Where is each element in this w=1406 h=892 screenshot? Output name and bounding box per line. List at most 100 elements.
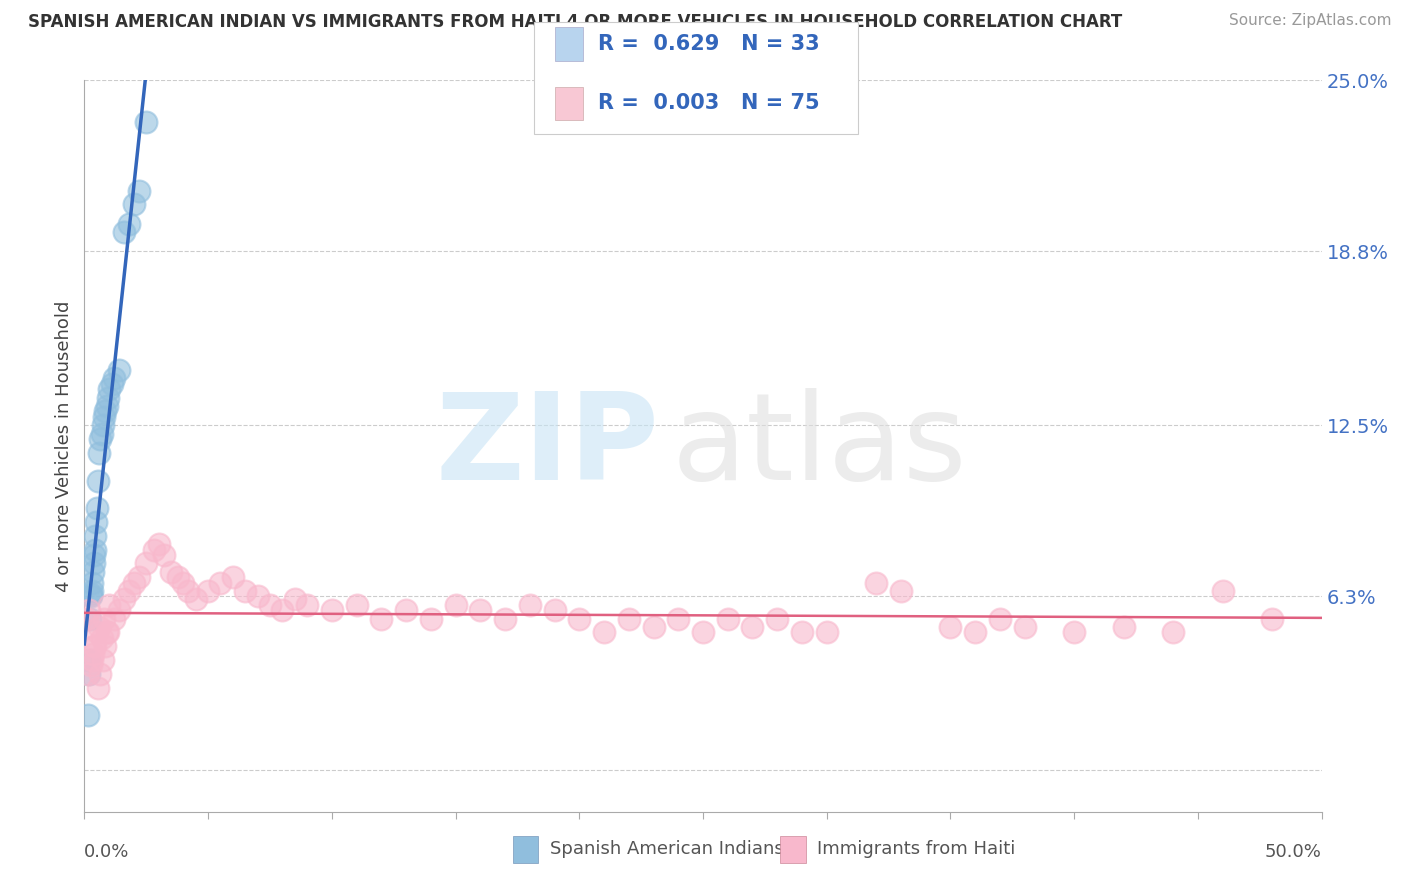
Point [94,404,117,418]
Point [79,653,101,667]
Point [1261,611,1284,625]
Point [184,592,207,607]
Point [370,611,392,625]
Point [112,225,135,239]
Point [494,611,516,625]
Point [103,371,125,385]
Point [82,575,104,590]
Point [98,598,121,612]
Point [79,590,101,604]
Point [815,625,838,640]
Point [160,565,183,579]
Point [142,542,165,557]
Point [766,611,789,625]
Point [82,648,104,662]
Point [96,625,118,640]
Point [90,426,112,441]
Point [77,666,100,681]
Text: ZIP: ZIP [436,387,659,505]
Point [90,631,112,645]
Point [97,391,120,405]
Point [419,611,441,625]
Point [122,575,145,590]
Point [167,570,190,584]
Point [470,603,492,617]
Point [939,620,962,634]
Point [321,603,343,617]
Point [617,611,640,625]
Point [89,666,111,681]
Point [135,114,157,128]
Point [86,625,108,640]
Point [1014,620,1036,634]
Point [246,590,269,604]
Point [96,399,118,413]
Point [79,658,101,673]
Point [83,639,105,653]
Point [593,625,616,640]
Point [80,583,103,598]
Point [89,620,111,634]
Point [209,575,232,590]
Point [152,548,174,562]
Point [519,598,541,612]
Point [988,611,1011,625]
Point [135,557,157,571]
Point [666,611,689,625]
Point [259,598,281,612]
Point [741,620,763,634]
Point [76,611,98,625]
Point [128,184,150,198]
Point [84,529,107,543]
Point [197,583,219,598]
Point [284,592,307,607]
Point [295,598,318,612]
Point [118,583,141,598]
Point [271,603,294,617]
Text: 50.0%: 50.0% [1265,843,1322,861]
Point [80,653,103,667]
Point [87,681,110,695]
Point [122,197,145,211]
Point [890,583,912,598]
Point [98,383,121,397]
Point [1161,625,1184,640]
Point [80,587,103,601]
Point [93,611,115,625]
Point [83,542,105,557]
Point [346,598,368,612]
Point [97,625,120,640]
Point [82,565,104,579]
Point [86,501,108,516]
Point [89,446,111,460]
Point [83,548,105,562]
Point [84,639,107,653]
Point [84,515,107,529]
Point [77,708,100,723]
Point [83,557,105,571]
Point [790,625,813,640]
Point [444,598,467,612]
Point [79,603,101,617]
Point [103,611,125,625]
Point [91,653,114,667]
Point [568,611,591,625]
Point [692,625,714,640]
Point [108,363,131,377]
Point [965,625,987,640]
Point [148,537,170,551]
Point [108,603,131,617]
Point [128,570,150,584]
Point [177,583,200,598]
Point [643,620,665,634]
Point [93,410,115,425]
Point [865,575,887,590]
Point [89,432,111,446]
Point [543,603,565,617]
Point [222,570,245,584]
Text: Source: ZipAtlas.com: Source: ZipAtlas.com [1229,13,1392,29]
Point [100,376,122,391]
Text: R =  0.629   N = 33: R = 0.629 N = 33 [598,34,820,54]
Point [1212,583,1234,598]
Point [87,474,110,488]
